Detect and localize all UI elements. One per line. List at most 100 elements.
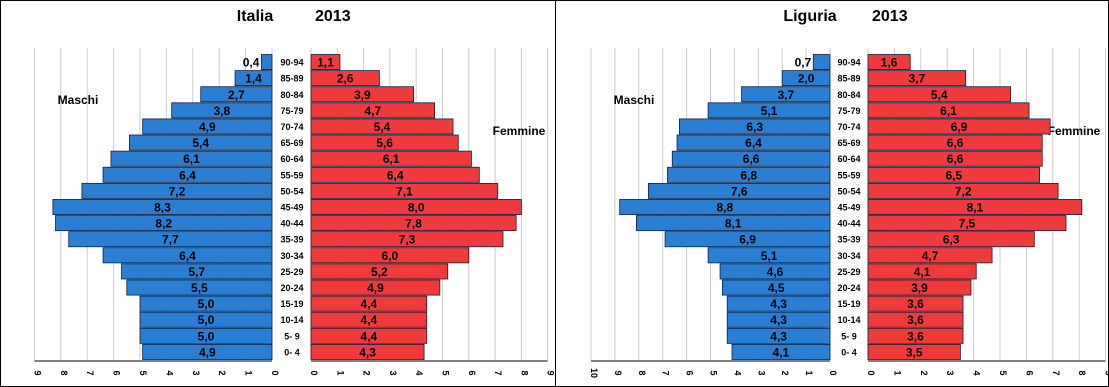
- liguria-value-male: 4,3: [770, 313, 787, 327]
- liguria-tick-left: 6: [685, 370, 695, 375]
- liguria-bar-male: [619, 199, 831, 215]
- italia-age-label: 30-34: [280, 251, 303, 261]
- italia-tick-right: 9: [546, 370, 556, 375]
- italia-age-label: 55-59: [280, 170, 303, 180]
- liguria-value-female: 3,6: [907, 297, 924, 311]
- liguria-age-label: 60-64: [837, 154, 860, 164]
- italia-value-male: 6,4: [179, 168, 196, 182]
- italia-value-male: 5,0: [198, 313, 215, 327]
- italia-age-label: 0- 4: [284, 347, 300, 357]
- liguria-value-male: 6,8: [740, 168, 757, 182]
- italia-title-region: Italia: [237, 8, 274, 25]
- italia-tick-left: 5: [138, 370, 148, 375]
- italia-age-label: 45-49: [280, 203, 303, 213]
- liguria-bar-female: [867, 199, 1083, 215]
- italia-age-label: 5- 9: [284, 331, 300, 341]
- liguria-bar-male: [707, 102, 831, 119]
- italia-bar-female: [310, 327, 428, 344]
- italia-age-label: 35-39: [280, 235, 303, 245]
- liguria-bar-male: [726, 311, 831, 328]
- liguria-value-female: 3,6: [907, 329, 924, 343]
- liguria-value-female: 4,7: [922, 249, 939, 263]
- italia-bar-male: [139, 327, 273, 344]
- liguria-value-male: 8,1: [725, 217, 742, 231]
- liguria-bar-female: [867, 311, 964, 328]
- italia-tick-left: 2: [217, 370, 227, 375]
- italia-bar-female: [310, 182, 499, 199]
- italia-bar-female: [310, 54, 341, 71]
- italia-value-female: 7,1: [396, 184, 413, 198]
- liguria-bar-female: [867, 150, 1043, 167]
- liguria-bar-male: [781, 70, 831, 87]
- liguria-value-male: 6,6: [743, 152, 760, 166]
- italia-bar-female: [310, 199, 522, 215]
- italia-age-label: 10-14: [280, 315, 303, 325]
- italia-value-male: 5,4: [192, 136, 209, 150]
- liguria-tick-left: 1: [804, 370, 814, 375]
- italia-bar-male: [139, 311, 273, 328]
- liguria-age-label: 15-19: [837, 299, 860, 309]
- liguria-age-label: 10-14: [837, 315, 860, 325]
- italia-label-maschi: Maschi: [58, 93, 99, 107]
- liguria-value-male: 4,1: [773, 345, 790, 359]
- liguria-age-label: 5- 9: [841, 331, 857, 341]
- liguria-bar-male: [722, 279, 831, 296]
- italia-tick-left: 9: [32, 370, 42, 375]
- italia-bar-male: [126, 279, 273, 296]
- italia-age-label: 15-19: [280, 299, 303, 309]
- liguria-bar-male: [647, 182, 831, 199]
- italia-bar-male: [102, 166, 273, 183]
- italia-value-female: 6,1: [383, 152, 400, 166]
- liguria-age-label: 25-29: [837, 267, 860, 277]
- liguria-tick-right: 7: [1051, 370, 1061, 375]
- italia-value-male: 3,8: [213, 104, 230, 118]
- italia-value-male: 5,0: [198, 297, 215, 311]
- italia-tick-right: 2: [362, 370, 372, 375]
- italia-bar-male: [142, 343, 273, 360]
- italia-bar-male: [110, 150, 273, 167]
- liguria-title-region: Liguria: [783, 8, 836, 25]
- liguria-bar-female: [867, 279, 972, 296]
- italia-bar-female: [310, 215, 517, 232]
- liguria-bar-male: [676, 134, 831, 151]
- liguria-age-label: 20-24: [837, 283, 860, 293]
- italia-bar-female: [310, 263, 449, 280]
- italia-tick-right: 6: [467, 370, 477, 375]
- liguria-tick-left: 0: [828, 370, 838, 375]
- liguria-bar-female: [867, 343, 961, 360]
- italia-value-female: 4,4: [361, 329, 378, 343]
- italia-value-male: 5,5: [191, 281, 208, 295]
- liguria-age-label: 90-94: [837, 58, 860, 68]
- italia-value-male: 4,9: [199, 120, 216, 134]
- italia-tick-left: 0: [270, 370, 280, 375]
- liguria-value-female: 4,1: [914, 265, 931, 279]
- italia-value-male: 6,4: [179, 249, 196, 263]
- liguria-age-label: 55-59: [837, 170, 860, 180]
- liguria-bar-female: [867, 86, 1011, 103]
- liguria-value-female: 8,1: [967, 201, 984, 215]
- italia-value-male: 4,9: [199, 345, 216, 359]
- liguria-value-male: 4,6: [767, 265, 784, 279]
- liguria-tick-right: 5: [998, 370, 1008, 375]
- italia-value-male: 6,1: [183, 152, 200, 166]
- italia-value-male: 8,2: [155, 217, 172, 231]
- italia-age-label: 50-54: [280, 186, 303, 196]
- liguria-bar-male: [671, 150, 831, 167]
- liguria-tick-left: 9: [613, 370, 623, 375]
- italia-bar-female: [310, 231, 504, 248]
- liguria-tick-left: 8: [637, 370, 647, 375]
- liguria-value-female: 6,5: [945, 168, 962, 182]
- liguria-age-label: 80-84: [837, 90, 860, 100]
- italia-age-label: 70-74: [280, 122, 303, 132]
- italia-age-label: 60-64: [280, 154, 303, 164]
- liguria-tick-right: 8: [1077, 370, 1087, 375]
- liguria-value-male: 4,3: [770, 297, 787, 311]
- italia-value-female: 6,4: [387, 168, 404, 182]
- liguria-value-female: 7,5: [959, 217, 976, 231]
- liguria-bar-female: [867, 295, 964, 312]
- italia-bar-female: [310, 86, 414, 103]
- liguria-bar-female: [867, 166, 1041, 183]
- italia-value-female: 2,6: [337, 72, 354, 86]
- liguria-value-female: 3,5: [906, 345, 923, 359]
- italia-value-male: 2,7: [228, 88, 245, 102]
